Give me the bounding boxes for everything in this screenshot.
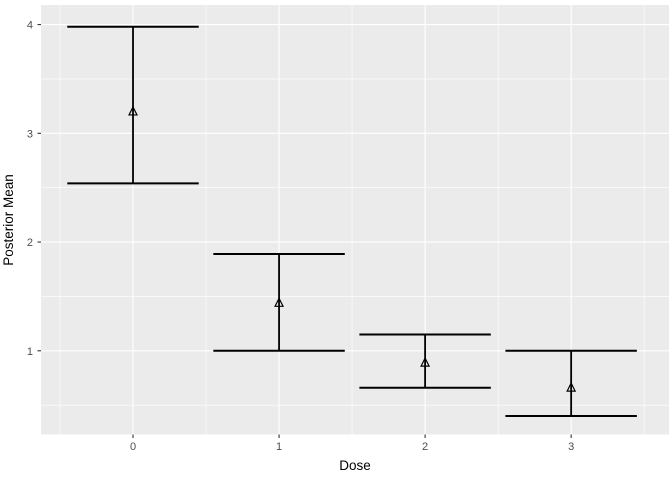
mean-point-triangle [274, 296, 285, 307]
y-axis-title: Posterior Mean [1, 174, 16, 266]
axis-tick-labels: 0 1 2 3 1 2 3 4 [27, 20, 574, 453]
plot-panel [41, 5, 669, 435]
errorbar-dose-1 [213, 253, 345, 352]
mean-point-triangle [566, 381, 577, 392]
x-tick-label: 0 [130, 441, 136, 453]
x-tick-label: 2 [422, 441, 428, 453]
x-tick-label: 3 [568, 441, 574, 453]
mean-point-triangle [420, 356, 431, 367]
errorbar-dose-3 [505, 349, 637, 418]
y-tick-label: 2 [27, 237, 33, 249]
y-tick-label: 3 [27, 128, 33, 140]
errorbar-marks [67, 25, 637, 418]
x-tick-label: 1 [276, 441, 282, 453]
mean-point-triangle [128, 105, 138, 116]
y-tick-label: 1 [27, 346, 33, 358]
errorbar-dose-0 [67, 25, 199, 185]
x-axis-title: Dose [339, 458, 371, 473]
axis-ticks [37, 24, 572, 438]
y-tick-label: 4 [27, 20, 33, 32]
errorbar-dose-2 [359, 333, 491, 389]
minor-gridlines [41, 5, 669, 435]
